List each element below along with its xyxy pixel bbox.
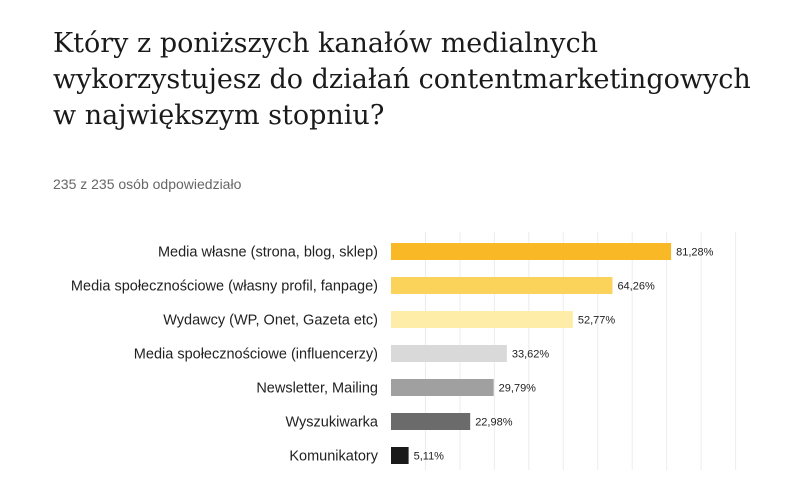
category-label: Media społecznościowe (influencerzy)	[134, 347, 378, 363]
category-label: Komunikatory	[289, 449, 378, 465]
category-label: Wydawcy (WP, Onet, Gazeta etc)	[163, 313, 378, 329]
value-label: 64,26%	[617, 281, 655, 293]
value-label: 22,98%	[475, 417, 513, 429]
category-label: Media społecznościowe (własny profil, fa…	[71, 279, 378, 295]
bar[interactable]	[391, 379, 494, 396]
category-label: Media własne (strona, blog, sklep)	[158, 245, 378, 261]
bar[interactable]	[391, 311, 573, 328]
category-label: Newsletter, Mailing	[256, 381, 378, 397]
value-label: 81,28%	[676, 247, 714, 259]
bar[interactable]	[391, 243, 672, 260]
chart-title: Który z poniższych kanałów medialnych wy…	[53, 28, 751, 131]
category-label: Wyszukiwarka	[285, 415, 378, 431]
bar[interactable]	[391, 345, 507, 362]
value-label: 29,79%	[499, 383, 537, 395]
value-label: 5,11%	[414, 451, 445, 463]
response-count: 235 z 235 osób odpowiedziało	[53, 176, 242, 192]
bar[interactable]	[391, 413, 471, 430]
bar[interactable]	[391, 447, 409, 464]
value-label: 52,77%	[578, 315, 616, 327]
value-label: 33,62%	[512, 349, 550, 361]
bar[interactable]	[391, 277, 613, 294]
